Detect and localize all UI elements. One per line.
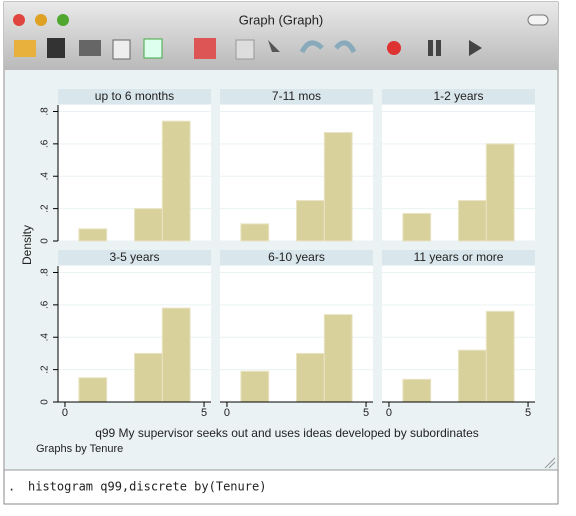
bar (402, 212, 432, 242)
panel-header-bg (382, 89, 535, 104)
save-icon[interactable] (47, 38, 65, 58)
x-tick-label: 0 (62, 407, 68, 419)
y-tick-label: 0 (40, 238, 51, 244)
y-tick-label: .4 (40, 172, 51, 181)
bar (161, 307, 191, 403)
paste-icon[interactable] (143, 38, 163, 59)
bar (485, 143, 515, 242)
panel-header-bg (58, 89, 211, 104)
y-tick-label: .6 (40, 300, 51, 309)
y-tick-label: 0 (40, 399, 51, 405)
redo-icon[interactable] (334, 40, 357, 54)
bar (240, 370, 270, 403)
x-axis-title: q99 My supervisor seeks out and uses ide… (95, 426, 479, 440)
command-text: histogram q99,discrete by(Tenure) (28, 480, 266, 494)
bar (240, 223, 270, 242)
open-icon[interactable] (14, 40, 36, 57)
bar (458, 349, 487, 403)
zoom-button[interactable] (57, 14, 69, 26)
bar (134, 352, 163, 403)
panel-title: 3-5 years (109, 250, 159, 264)
bar (323, 314, 353, 403)
panel-header-bg (58, 250, 211, 265)
y-tick-label: .4 (40, 333, 51, 342)
print-icon[interactable] (79, 40, 101, 56)
panel-header-bg (220, 250, 373, 265)
preview-icon[interactable] (235, 39, 255, 60)
x-tick-label: 0 (386, 407, 392, 419)
play-icon[interactable] (469, 40, 482, 56)
bar (323, 132, 353, 242)
bar (296, 352, 325, 403)
toolbar-toggle[interactable] (527, 14, 549, 26)
x-tick-label: 5 (363, 407, 369, 419)
close-button[interactable] (13, 14, 25, 26)
panel-title: up to 6 months (95, 89, 174, 103)
panel-title: 1-2 years (433, 89, 483, 103)
y-tick-label: .6 (40, 139, 51, 148)
panel-title: 11 years or more (414, 250, 504, 264)
note: Graphs by Tenure (36, 443, 123, 455)
x-tick-label: 5 (525, 407, 531, 419)
y-axis-title: Density (20, 225, 34, 265)
panel-header-bg (220, 89, 373, 104)
graph-editor-icon[interactable] (194, 38, 216, 59)
resize-grip (544, 457, 556, 469)
title-toolbar-bg (4, 2, 558, 70)
panel-title: 6-10 years (268, 250, 325, 264)
bar (485, 310, 515, 403)
minimize-button[interactable] (35, 14, 47, 26)
panel-header-bg (382, 250, 535, 265)
bar (458, 200, 487, 242)
bar (296, 200, 325, 242)
record-icon[interactable] (387, 41, 401, 55)
command-prompt: . (8, 480, 15, 494)
bar (78, 377, 108, 403)
bar (134, 208, 163, 242)
undo-icon[interactable] (299, 40, 324, 54)
bar (161, 120, 191, 242)
x-tick-label: 0 (224, 407, 230, 419)
y-tick-label: .8 (40, 107, 51, 116)
toolbar (14, 38, 482, 60)
bar (78, 228, 108, 242)
copy-icon[interactable] (112, 39, 131, 60)
y-tick-label: .2 (40, 204, 51, 213)
bar (402, 378, 432, 403)
panel-title: 7-11 mos (272, 89, 321, 103)
pause-icon[interactable] (428, 40, 433, 56)
y-tick-label: .2 (40, 365, 51, 374)
y-tick-label: .8 (40, 268, 51, 277)
pointer-icon[interactable] (268, 40, 280, 52)
x-tick-label: 5 (201, 407, 207, 419)
window-title: Graph (Graph) (239, 12, 324, 27)
